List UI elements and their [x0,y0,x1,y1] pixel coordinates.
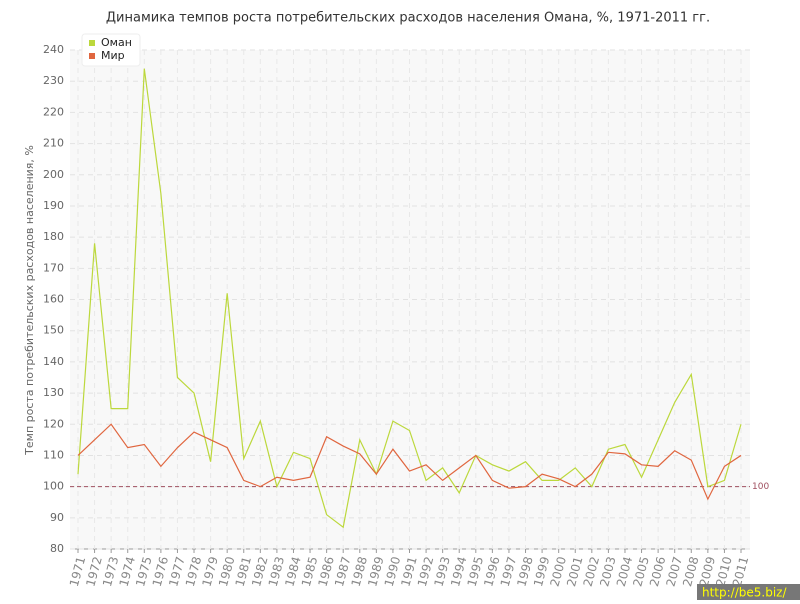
y-tick-label: 90 [50,511,64,524]
y-tick-label: 240 [43,43,64,56]
y-tick-label: 80 [50,542,64,555]
y-axis-label: Темп роста потребительских расходов насе… [23,145,36,456]
y-tick-label: 140 [43,355,64,368]
y-tick-label: 100 [43,480,64,493]
legend-label: Оман [101,36,132,49]
legend-box [81,33,141,67]
watermark-bg [697,584,800,600]
y-tick-label: 230 [43,74,64,87]
reference-label: 100 [752,482,769,492]
y-tick-label: 190 [43,199,64,212]
legend-swatch [89,40,95,46]
legend-swatch [89,53,95,59]
y-tick-label: 130 [43,386,64,399]
y-tick-label: 110 [43,448,64,461]
y-tick-label: 160 [43,293,64,306]
y-tick-label: 220 [43,105,64,118]
legend-label: Мир [101,49,125,62]
series-line [77,423,742,501]
y-tick-label: 180 [43,230,64,243]
y-tick-label: 200 [43,168,64,181]
y-tick-label: 170 [43,261,64,274]
series-line [77,68,742,529]
y-tick-label: 210 [43,137,64,150]
y-tick-label: 120 [43,417,64,430]
y-tick-label: 150 [43,324,64,337]
watermark: http://be5.biz/ [702,586,787,600]
chart-title: Динамика темпов роста потребительских ра… [106,11,710,26]
